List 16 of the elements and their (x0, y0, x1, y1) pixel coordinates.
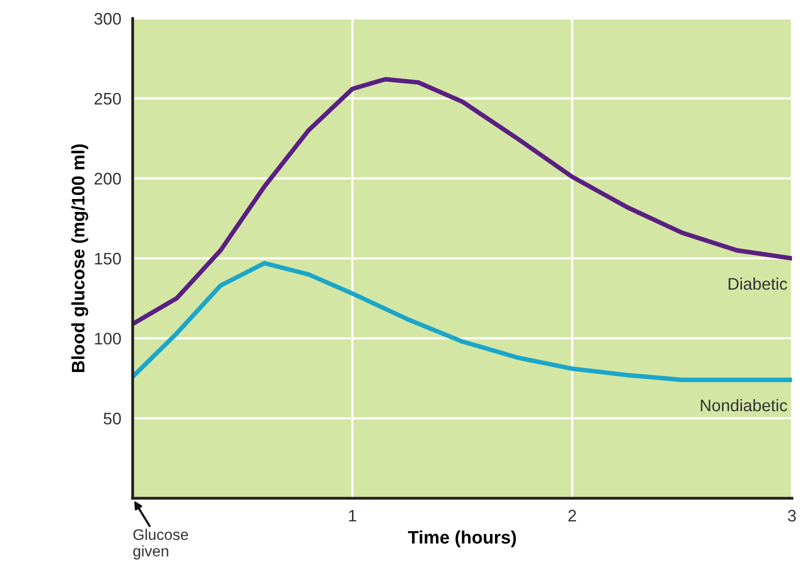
y-tick-label: 300 (94, 12, 121, 25)
x-tick-label: 3 (788, 510, 796, 522)
text: Glucose given (133, 528, 188, 560)
series-label: Nondiabetic (700, 399, 788, 412)
y-tick-label: 200 (94, 172, 121, 185)
x-tick-label: 1 (349, 510, 356, 522)
line-series (132, 77, 792, 326)
y-tick-label: 50 (104, 412, 121, 424)
y-tick-label: 150 (95, 252, 121, 265)
x-tick-label: 2 (568, 510, 576, 522)
y-tick-label: 100 (95, 332, 121, 345)
x-axis-title: Time (hours) (408, 530, 516, 548)
series-label: Diabetic (728, 278, 788, 290)
y-tick-label: 250 (94, 92, 121, 105)
y-axis-title: Blood glucose (mg/100 ml) (71, 144, 88, 372)
line-series (132, 260, 792, 382)
